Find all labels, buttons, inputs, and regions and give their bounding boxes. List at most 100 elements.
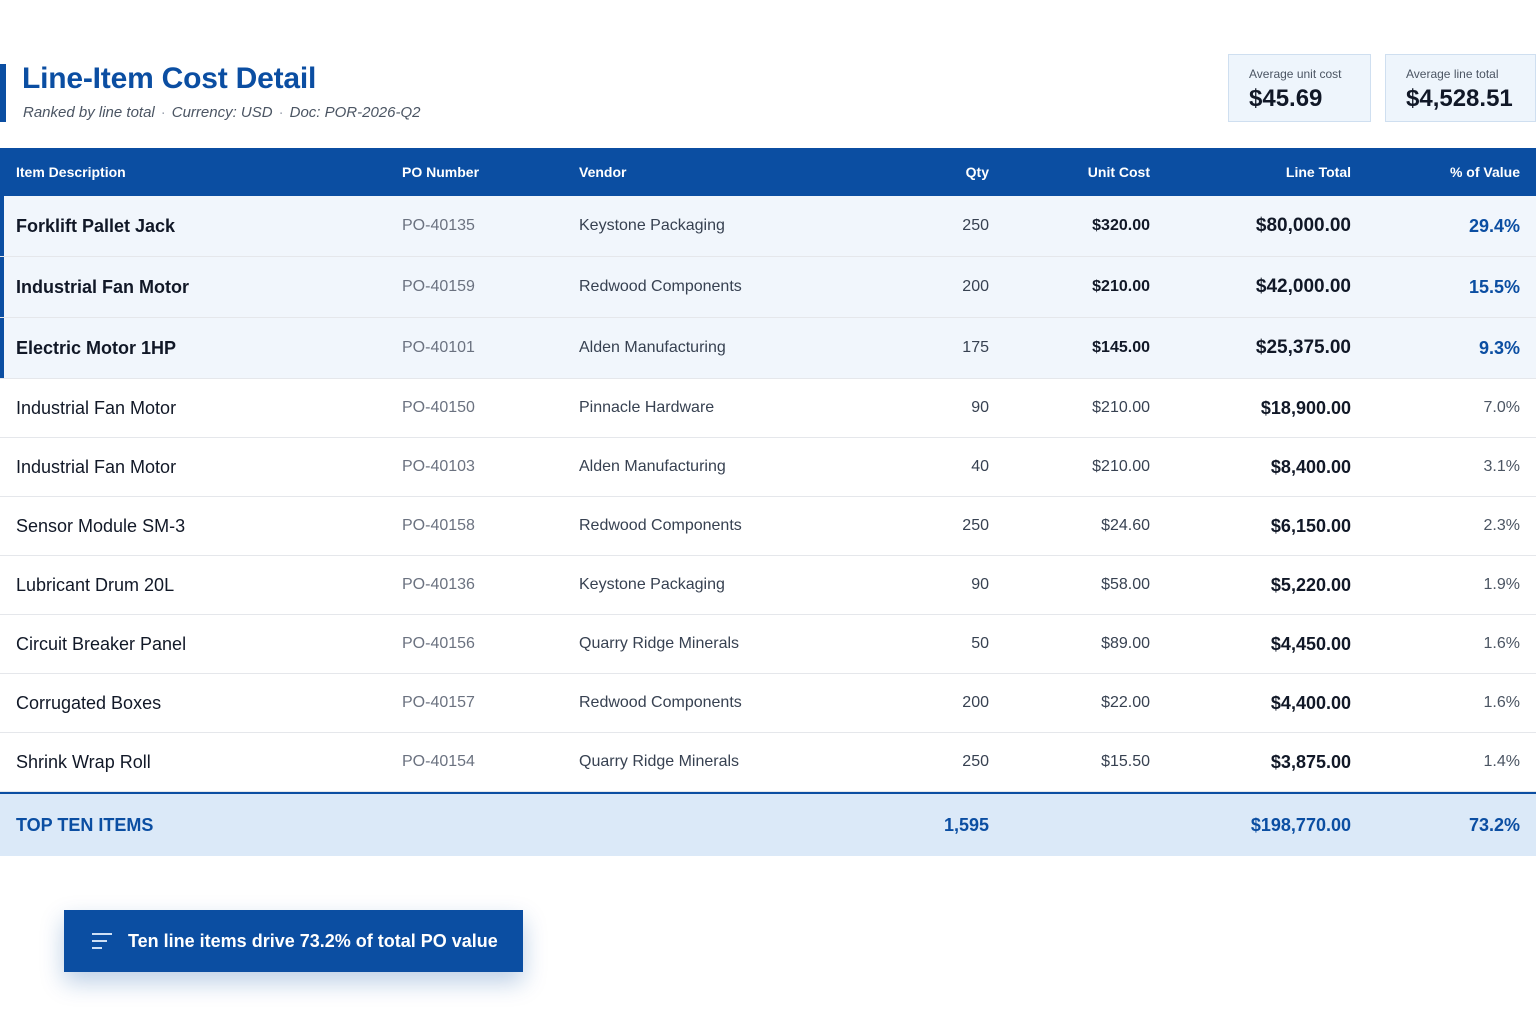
cell-qty: 200	[962, 694, 989, 711]
cell-item-description: Lubricant Drum 20L	[16, 574, 175, 595]
column-header-item-description[interactable]: Item Description	[16, 164, 126, 180]
top-rank-marker	[0, 196, 4, 256]
cell-unit-cost: $145.00	[1092, 339, 1150, 356]
table-row[interactable]: Industrial Fan Motor PO-40103 Alden Manufa…	[0, 438, 1536, 497]
cell-percent-of-value: 1.9%	[1483, 576, 1520, 593]
cell-vendor: Keystone Packaging	[579, 576, 725, 593]
cell-line-total: $3,875.00	[1270, 751, 1351, 772]
sort-lines-icon	[92, 933, 112, 949]
cell-vendor: Alden Manufacturing	[579, 339, 726, 356]
cell-unit-cost: $58.00	[1101, 576, 1150, 593]
cell-percent-of-value: 9.3%	[1478, 337, 1520, 358]
cell-po-number: PO-40154	[402, 753, 475, 770]
column-header-po-number[interactable]: PO Number	[402, 164, 480, 180]
cell-unit-cost: $89.00	[1101, 635, 1150, 652]
top-rank-marker	[0, 257, 4, 317]
cell-line-total: $18,900.00	[1260, 397, 1351, 418]
kpi-average-unit-cost: Average unit cost $45.69	[1228, 54, 1371, 122]
table-row[interactable]: Circuit Breaker Panel PO-40156 Quarry Ridg…	[0, 615, 1536, 674]
cell-po-number: PO-40156	[402, 635, 475, 652]
subtitle-separator: ·	[278, 104, 284, 121]
subtitle-currency: Currency: USD	[171, 104, 273, 121]
cell-percent-of-value: 1.6%	[1483, 694, 1520, 711]
cell-unit-cost: $320.00	[1092, 217, 1150, 234]
top-rank-marker	[0, 318, 4, 378]
cell-unit-cost: $15.50	[1101, 753, 1150, 770]
cell-po-number: PO-40103	[402, 458, 475, 475]
footer-percent-total: 73.2%	[1468, 814, 1520, 835]
cell-item-description: Industrial Fan Motor	[16, 276, 189, 297]
cell-line-total: $4,450.00	[1270, 633, 1351, 654]
cell-qty: 200	[962, 278, 989, 295]
cell-item-description: Forklift Pallet Jack	[16, 215, 176, 236]
cell-qty: 90	[971, 576, 989, 593]
cell-po-number: PO-40101	[402, 339, 475, 356]
cell-po-number: PO-40158	[402, 517, 475, 534]
cell-po-number: PO-40135	[402, 217, 475, 234]
cell-line-total: $4,400.00	[1270, 692, 1351, 713]
cell-po-number: PO-40150	[402, 399, 475, 416]
cell-item-description: Industrial Fan Motor	[16, 397, 177, 418]
table-header: Item Description PO Number Vendor Qty Un…	[0, 148, 1536, 196]
table-row[interactable]: Corrugated Boxes PO-40157 Redwood Componen…	[0, 674, 1536, 733]
subtitle-doc: Doc: POR-2026-Q2	[289, 104, 421, 121]
cell-vendor: Pinnacle Hardware	[579, 399, 715, 416]
column-header-percent-of-value[interactable]: % of Value	[1449, 164, 1520, 180]
line-item-table: Item Description PO Number Vendor Qty Un…	[0, 148, 1536, 856]
cell-vendor: Keystone Packaging	[579, 217, 725, 234]
column-header-line-total[interactable]: Line Total	[1285, 164, 1351, 180]
cell-qty: 40	[971, 458, 989, 475]
kpi-label: Average line total	[1406, 67, 1499, 81]
kpi-value: $4,528.51	[1406, 85, 1513, 112]
table-footer-total: TOP TEN ITEMS 1,595 $198,770.00 73.2%	[0, 792, 1536, 856]
cell-vendor: Redwood Components	[579, 517, 742, 534]
cell-qty: 250	[962, 753, 989, 770]
cell-line-total: $25,375.00	[1255, 337, 1351, 358]
table-row[interactable]: Shrink Wrap Roll PO-40154 Quarry Ridge Min…	[0, 733, 1536, 792]
cell-unit-cost: $210.00	[1092, 278, 1150, 295]
page-subtitle: Ranked by line total · Currency: USD · Doc: …	[23, 104, 421, 121]
table-row[interactable]: Sensor Module SM-3 PO-40158 Redwood Compon…	[0, 497, 1536, 556]
cell-vendor: Quarry Ridge Minerals	[579, 635, 740, 652]
cell-vendor: Redwood Components	[579, 278, 742, 295]
cell-qty: 250	[962, 217, 989, 234]
table-row[interactable]: Electric Motor 1HP PO-40101 Alden Manufact…	[0, 318, 1536, 379]
cell-unit-cost: $24.60	[1101, 517, 1150, 534]
footer-label: TOP TEN ITEMS	[16, 814, 154, 835]
page-title: Line-Item Cost Detail	[22, 62, 317, 95]
cell-unit-cost: $22.00	[1101, 694, 1150, 711]
cell-qty: 250	[962, 517, 989, 534]
cell-qty: 50	[971, 635, 989, 652]
subtitle-separator: ·	[160, 104, 166, 121]
cell-percent-of-value: 29.4%	[1468, 215, 1520, 236]
cell-po-number: PO-40159	[402, 278, 475, 295]
cell-qty: 175	[962, 339, 989, 356]
kpi-value: $45.69	[1249, 85, 1323, 112]
cell-item-description: Electric Motor 1HP	[16, 337, 177, 358]
table-row[interactable]: Industrial Fan Motor PO-40150 Pinnacle Har…	[0, 379, 1536, 438]
table-row[interactable]: Forklift Pallet Jack PO-40135 Keystone Pac…	[0, 196, 1536, 257]
cell-po-number: PO-40136	[402, 576, 475, 593]
cell-unit-cost: $210.00	[1092, 399, 1150, 416]
cell-percent-of-value: 1.4%	[1483, 753, 1520, 770]
cell-item-description: Circuit Breaker Panel	[16, 633, 187, 654]
cell-line-total: $8,400.00	[1270, 456, 1351, 477]
cell-unit-cost: $210.00	[1092, 458, 1150, 475]
footer-line-total: $198,770.00	[1250, 814, 1351, 835]
cell-percent-of-value: 3.1%	[1483, 458, 1520, 475]
cell-percent-of-value: 15.5%	[1468, 276, 1520, 297]
insight-callout: Ten line items drive 73.2% of total PO v…	[64, 910, 523, 972]
cell-percent-of-value: 1.6%	[1483, 635, 1520, 652]
cell-item-description: Corrugated Boxes	[16, 692, 162, 713]
column-header-vendor[interactable]: Vendor	[579, 164, 627, 180]
title-accent-bar	[0, 64, 6, 122]
cell-item-description: Shrink Wrap Roll	[16, 751, 151, 772]
table-row[interactable]: Lubricant Drum 20L PO-40136 Keystone Packa…	[0, 556, 1536, 615]
table-row[interactable]: Industrial Fan Motor PO-40159 Redwood Comp…	[0, 257, 1536, 318]
column-header-unit-cost[interactable]: Unit Cost	[1087, 164, 1150, 180]
subtitle-ranked: Ranked by line total	[23, 104, 155, 121]
column-header-qty[interactable]: Qty	[965, 164, 989, 180]
cell-vendor: Redwood Components	[579, 694, 742, 711]
cell-line-total: $5,220.00	[1270, 574, 1351, 595]
footer-qty-total: 1,595	[943, 814, 989, 835]
